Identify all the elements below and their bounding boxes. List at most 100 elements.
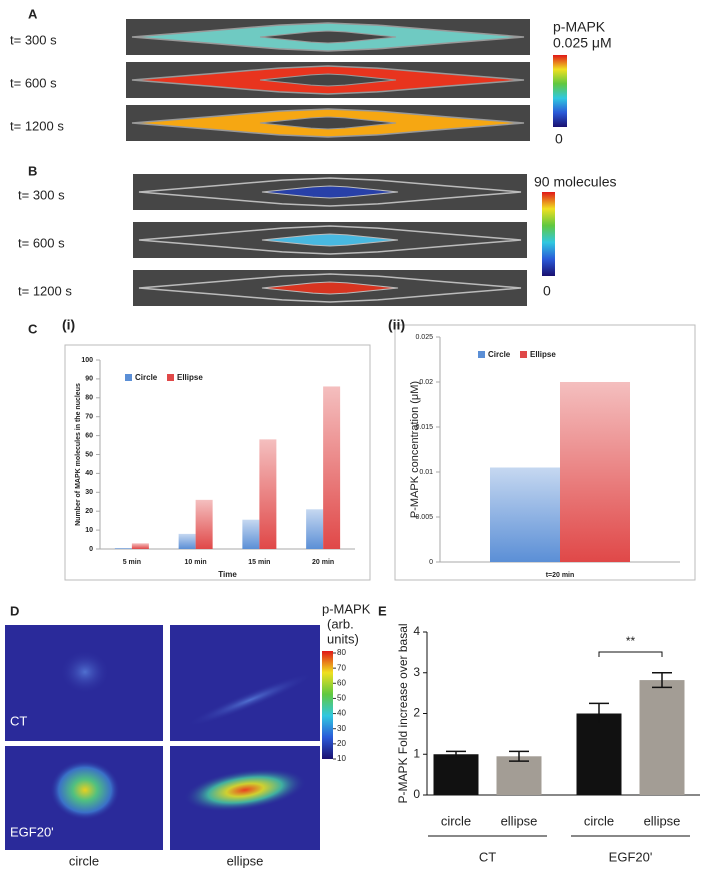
- row-label: t= 600 s: [18, 235, 65, 250]
- y-tick-label: 0.015: [415, 424, 433, 431]
- colorbar-tick-label: 60: [337, 678, 346, 687]
- panel-b: B 90 molecules 0 t= 300 s t= 600 s t= 1200…: [18, 163, 617, 306]
- bar: [114, 548, 132, 549]
- y-tick-label: 0.005: [415, 514, 433, 521]
- row-label: t= 300 s: [10, 32, 57, 47]
- x-tick-label: t=20 min: [546, 572, 575, 579]
- y-tick-label: 50: [85, 451, 93, 458]
- image-label: CT: [10, 713, 27, 728]
- x-axis-label: Time: [218, 570, 237, 579]
- legend-label: Ellipse: [177, 373, 203, 382]
- y-tick-label: 4: [413, 624, 420, 638]
- chart-frame: [394, 324, 696, 581]
- panel-letter: A: [28, 6, 38, 21]
- colorbar-tick-label: 50: [337, 694, 346, 703]
- colorbar: [322, 651, 333, 759]
- x-tick-label: circle: [441, 813, 471, 828]
- panel-letter: C: [28, 321, 38, 336]
- x-tick-label: 20 min: [312, 559, 334, 566]
- colorbar-tick-label: 40: [337, 709, 346, 718]
- y-axis-label: P-MAPK Fold increase over basal: [396, 623, 410, 803]
- bar: [639, 680, 685, 795]
- colorbar-tick-label: 80: [337, 648, 346, 657]
- y-tick-label: 0: [89, 546, 93, 553]
- bar: [131, 543, 149, 549]
- annotation: **: [626, 634, 636, 648]
- colorbar-tick-label: 10: [337, 754, 346, 763]
- panel-a: A p-MAPK 0.025 μM 0 t= 300 s t= 600 s t= 1…: [10, 6, 612, 146]
- legend-label: Circle: [488, 350, 511, 359]
- cell: [185, 672, 315, 728]
- y-tick-label: 3: [413, 665, 420, 679]
- colorbar-tick-label: 30: [337, 724, 346, 733]
- y-tick-label: 10: [85, 527, 93, 534]
- nucleus: [261, 185, 399, 199]
- colorbar-min: 0: [543, 283, 551, 299]
- group-label: CT: [479, 849, 496, 864]
- colorbar-tick-label: 20: [337, 739, 346, 748]
- y-axis-label: Number of MAPK molecules in the nucleus: [75, 383, 82, 526]
- colorbar: [553, 55, 567, 127]
- bar: [433, 754, 479, 795]
- y-tick-label: 0.01: [419, 469, 433, 476]
- colorbar-title: p-MAPK: [322, 601, 371, 616]
- x-tick-label: ellipse: [644, 813, 681, 828]
- column-label: ellipse: [227, 853, 264, 868]
- x-tick-label: 15 min: [248, 559, 270, 566]
- colorbar-tick-label: 70: [337, 663, 346, 672]
- x-tick-label: 10 min: [185, 559, 207, 566]
- colorbar: [542, 192, 555, 276]
- bar: [576, 713, 622, 795]
- panel-c: C: [28, 321, 696, 581]
- colorbar-max: 90 molecules: [534, 174, 617, 190]
- row-label: t= 300 s: [18, 187, 65, 202]
- panel-letter: D: [10, 603, 19, 618]
- nucleus: [259, 30, 397, 44]
- bar: [306, 509, 324, 549]
- nucleus: [259, 73, 397, 87]
- legend-swatch: [167, 374, 174, 381]
- colorbar-title: p-MAPK: [553, 19, 606, 35]
- colorbar-title: (arb.: [327, 616, 354, 631]
- y-tick-label: 60: [85, 432, 93, 439]
- cell: [50, 760, 120, 820]
- chart-frame: [64, 344, 371, 581]
- y-axis-label: P-MAPK concentration (μM): [409, 381, 421, 518]
- bar: [323, 386, 341, 549]
- bar: [259, 439, 277, 549]
- y-tick-label: 40: [85, 470, 93, 477]
- x-tick-label: 5 min: [123, 559, 141, 566]
- colorbar-title: units): [327, 631, 359, 646]
- nucleus: [259, 116, 397, 130]
- y-tick-label: 0: [429, 559, 433, 566]
- legend-label: Ellipse: [530, 350, 556, 359]
- panel-e: E: [378, 603, 387, 618]
- bar: [560, 382, 630, 562]
- y-tick-label: 100: [81, 357, 93, 364]
- y-tick-label: 80: [85, 395, 93, 402]
- y-tick-label: 70: [85, 414, 93, 421]
- legend-label: Circle: [135, 373, 158, 382]
- bar: [496, 756, 542, 795]
- colorbar-max: 0.025 μM: [553, 35, 612, 51]
- panel-d: D CT EGF20' circle ellipse p-MAPK (arb. …: [5, 601, 371, 868]
- x-tick-label: ellipse: [501, 813, 538, 828]
- legend-swatch: [125, 374, 132, 381]
- cell: [183, 768, 307, 812]
- colorbar-min: 0: [555, 131, 563, 147]
- group-label: EGF20': [609, 849, 653, 864]
- y-tick-label: 0.025: [415, 334, 433, 341]
- panel-letter: B: [28, 163, 37, 178]
- chart-label: (i): [62, 317, 75, 333]
- nucleus: [261, 233, 399, 247]
- panel-letter: E: [378, 603, 387, 618]
- chart-label: (ii): [388, 317, 405, 333]
- y-tick-label: 20: [85, 508, 93, 515]
- x-tick-label: circle: [584, 813, 614, 828]
- y-tick-label: 0.02: [419, 379, 433, 386]
- row-label: t= 1200 s: [18, 283, 72, 298]
- nucleus: [261, 281, 399, 295]
- y-tick-label: 2: [413, 706, 420, 720]
- row-label: t= 600 s: [10, 75, 57, 90]
